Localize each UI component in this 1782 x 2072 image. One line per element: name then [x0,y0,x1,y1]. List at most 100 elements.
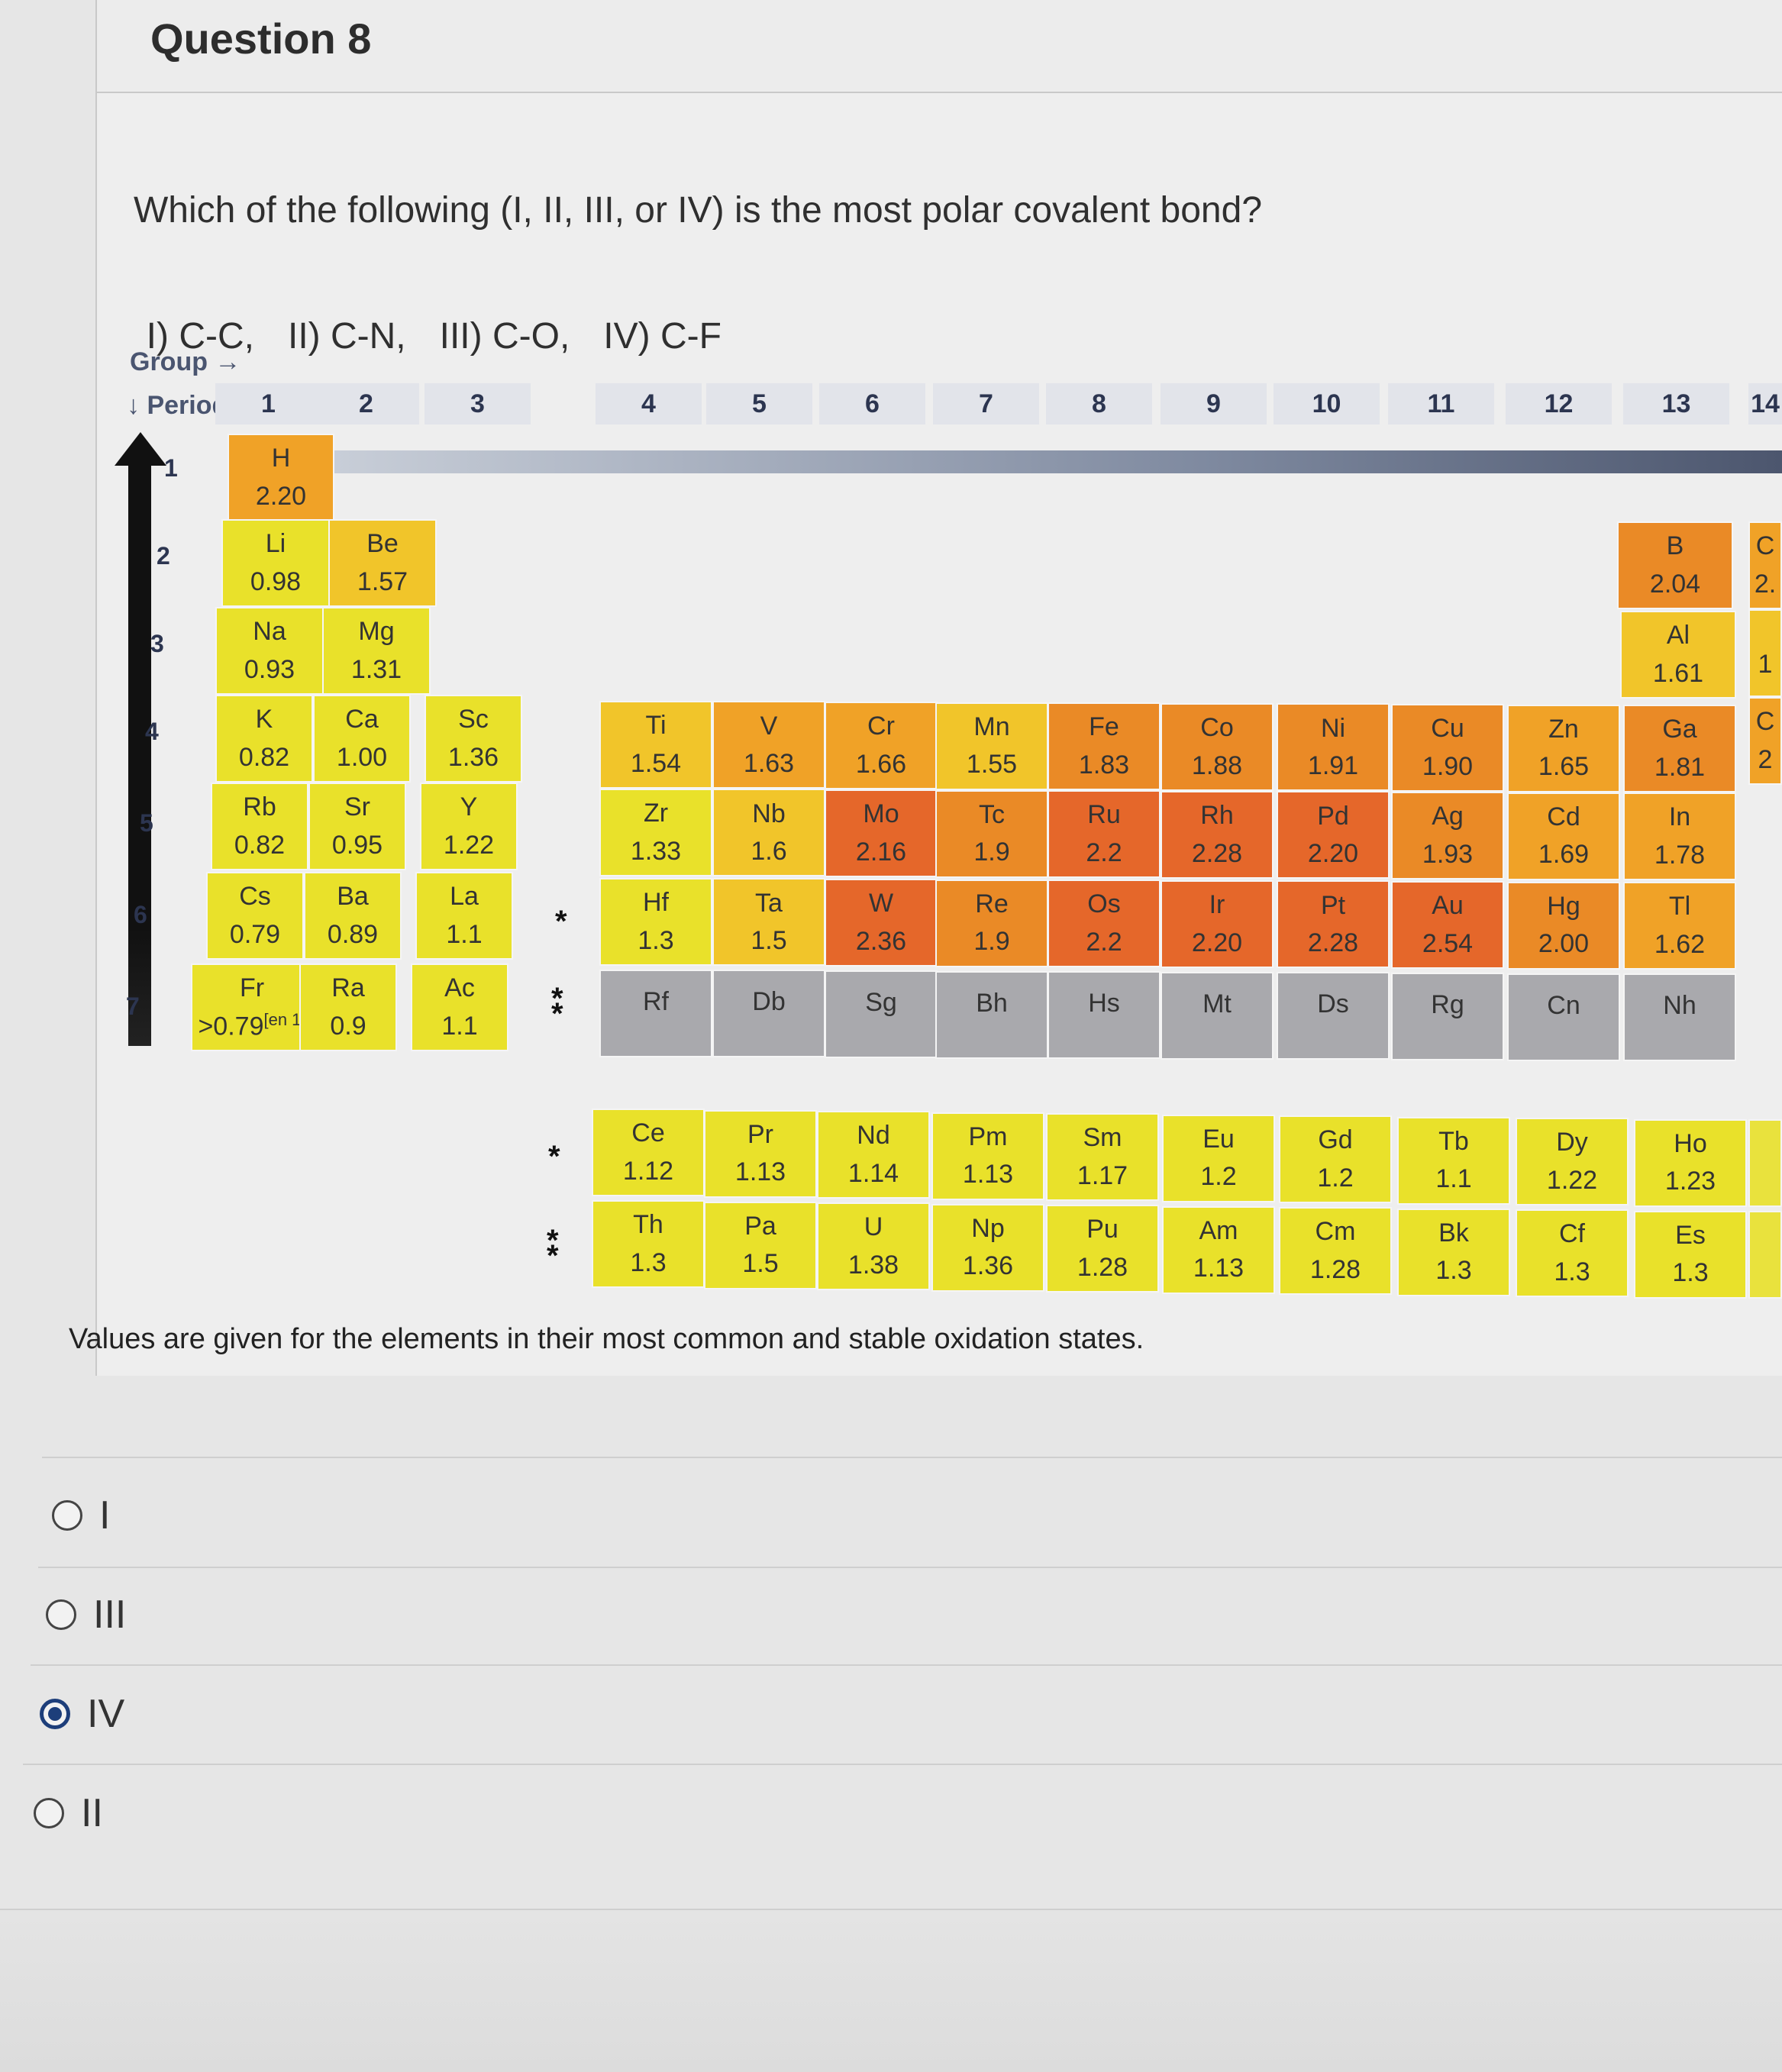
radio-icon[interactable] [46,1599,76,1630]
element-symbol: Be [366,529,399,559]
element-cell: Y 1.22 [420,783,518,870]
question-header: Question 8 [95,0,1782,93]
element-cell: Mo 2.16 [825,789,938,877]
page-footer-area [0,1909,1782,2072]
element-symbol: Co [1200,713,1234,743]
answer-option[interactable]: IV [40,1691,124,1737]
element-cell: Dy 1.22 [1516,1118,1629,1205]
electronegativity-value: 1.14 [847,1158,899,1188]
element-cell: Rh 2.28 [1161,790,1274,879]
element-symbol: Tc [979,799,1005,829]
electronegativity-value: 1.1 [446,919,483,949]
element-cell: Ag 1.93 [1391,792,1504,879]
element-symbol: Cs [239,882,271,912]
element-cell: V 1.63 [712,701,825,789]
element-cell: Zn 1.65 [1507,704,1620,792]
element-symbol: Tb [1438,1126,1469,1156]
element-cell: Pa 1.5 [704,1201,817,1289]
period-number: 2 [157,542,170,570]
element-symbol: Rf [643,986,669,1016]
element-cell: In 1.78 [1623,792,1736,881]
element-symbol: B [1666,531,1684,561]
element-symbol: Ho [1674,1128,1707,1158]
element-symbol: Tl [1668,892,1691,921]
element-symbol: Np [971,1213,1005,1243]
radio-icon[interactable] [40,1699,70,1729]
element-symbol: Hf [643,888,669,918]
electronegativity-value: 2. [1754,569,1777,599]
bond-option-1: I) C-C, [146,316,254,357]
table-footnote: Values are given for the elements in the… [69,1323,1144,1355]
element-cell: Fe 1.83 [1048,702,1161,791]
element-cell: Bh [935,970,1048,1059]
element-cell: Ru 2.2 [1048,790,1161,879]
element-symbol: C [1755,707,1775,737]
period-number: 1 [164,454,178,482]
electronegativity-value: 1.3 [1672,1258,1709,1288]
electronegativity-value: 1.13 [962,1160,1014,1189]
element-symbol: Ca [345,705,379,734]
element-cell: Rf [599,969,712,1057]
group-number: 13 [1623,383,1729,424]
element-symbol: Pa [744,1211,776,1241]
question-prompt: Which of the following (I, II, III, or I… [134,190,1263,231]
electronegativity-value: 1.69 [1538,840,1590,870]
element-cell: Cf 1.3 [1516,1209,1629,1297]
radio-icon[interactable] [52,1500,82,1531]
electronegativity-value: 1.33 [630,836,682,866]
element-symbol: Mn [973,712,1010,741]
element-symbol: V [760,711,778,741]
element-symbol: Cf [1559,1219,1585,1249]
element-cell: Ga 1.81 [1623,705,1736,793]
element-symbol: Gd [1318,1125,1353,1155]
electronegativity-value: 0.82 [234,830,286,860]
electronegativity-value: 1.55 [966,750,1018,779]
electronegativity-value: 1.3 [1435,1256,1472,1286]
electronegativity-value: 2.00 [1538,929,1590,959]
electronegativity-value: 1.3 [630,1247,667,1277]
element-cell: Db [712,970,825,1058]
answer-option[interactable]: III [46,1592,126,1638]
element-symbol: Re [975,889,1009,918]
electronegativity-value: 1.65 [1538,752,1590,782]
element-symbol: Y [460,792,478,822]
element-cell: Ta 1.5 [712,878,825,967]
electronegativity-value: 1.88 [1191,750,1243,780]
electronegativity-value: 1.12 [622,1156,674,1186]
element-cell: Ce 1.12 [592,1109,705,1196]
element-cell: Nh [1623,973,1736,1062]
electronegativity-value: 2.20 [1191,928,1243,957]
element-symbol: Nb [752,799,786,828]
element-cell: Hs [1048,971,1161,1060]
element-symbol: Rg [1431,990,1464,1019]
element-cell: Ho 1.23 [1634,1118,1747,1207]
element-cell: Eu 1.2 [1162,1114,1275,1202]
bond-option-2: II) C-N, [287,316,406,357]
electronegativity-value: 2.20 [1307,839,1359,869]
element-cell: Au 2.54 [1391,881,1504,969]
element-cell: Mn 1.55 [935,702,1048,790]
element-symbol: Ra [331,973,365,1003]
electronegativity-value: 1.2 [1200,1162,1237,1192]
element-symbol: Sm [1083,1123,1122,1153]
element-symbol: Nd [857,1121,890,1151]
bond-options: I) C-C, II) C-N, III) C-O, IV) C-F [126,273,755,357]
period-number: 3 [150,630,164,657]
electronegativity-value: 1.83 [1078,750,1130,779]
group-label: Group → [130,347,241,376]
period-label: ↓ Period [127,391,228,420]
element-symbol: Sr [344,792,370,822]
element-symbol: Pm [968,1122,1008,1151]
electronegativity-value: 0.82 [238,742,290,772]
answer-option[interactable]: II [34,1790,103,1836]
radio-icon[interactable] [34,1798,64,1828]
group-trend-bar [333,450,1782,473]
element-symbol: Nh [1663,991,1696,1021]
element-symbol: Mg [358,617,395,647]
element-cell: Tl 1.62 [1623,882,1736,970]
answer-option[interactable]: I [52,1493,110,1538]
element-cell: Ir 2.20 [1161,879,1274,968]
element-symbol: Sg [865,988,897,1017]
element-symbol: Cd [1547,802,1580,831]
element-symbol: La [450,882,479,912]
